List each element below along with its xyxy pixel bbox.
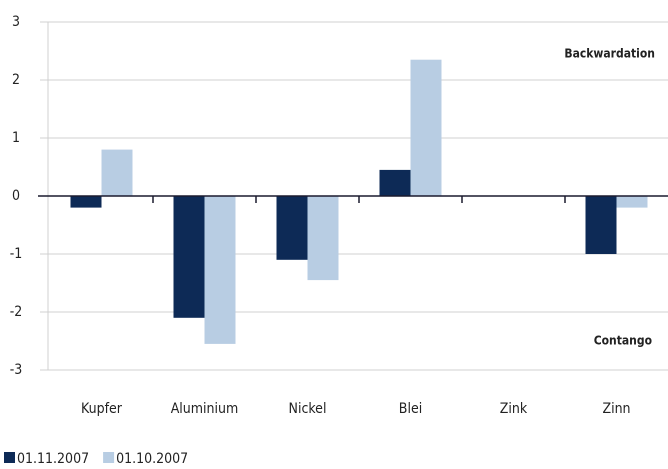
bar — [616, 196, 648, 208]
x-tick-label: Aluminium — [171, 401, 239, 417]
legend-label: 01.11.2007 — [17, 451, 89, 467]
y-tick-label: 0 — [12, 188, 20, 204]
x-tick-label: Nickel — [289, 401, 327, 417]
legend-label: 01.10.2007 — [116, 451, 188, 467]
y-tick-label: 2 — [12, 72, 20, 88]
y-tick-label: -3 — [10, 362, 23, 378]
bar — [585, 196, 617, 254]
bar — [307, 196, 339, 281]
legend-swatch — [103, 452, 115, 463]
bar — [204, 196, 236, 344]
y-tick-label: 1 — [12, 130, 20, 146]
bar — [101, 149, 133, 196]
bar — [173, 196, 205, 318]
bar — [379, 169, 411, 196]
bar — [410, 59, 442, 197]
legend-swatch — [4, 452, 15, 463]
x-tick-label: Zinn — [602, 401, 630, 417]
y-tick-label: 3 — [12, 14, 20, 30]
x-tick-label: Blei — [399, 401, 422, 417]
x-tick-label: Kupfer — [81, 401, 123, 417]
bar — [276, 196, 308, 260]
annotation: Backwardation — [564, 47, 655, 61]
y-tick-label: -1 — [10, 246, 23, 262]
bar — [70, 196, 102, 208]
x-tick-label: Zink — [500, 401, 528, 417]
y-tick-label: -2 — [10, 304, 23, 320]
annotation: Contango — [594, 334, 652, 348]
